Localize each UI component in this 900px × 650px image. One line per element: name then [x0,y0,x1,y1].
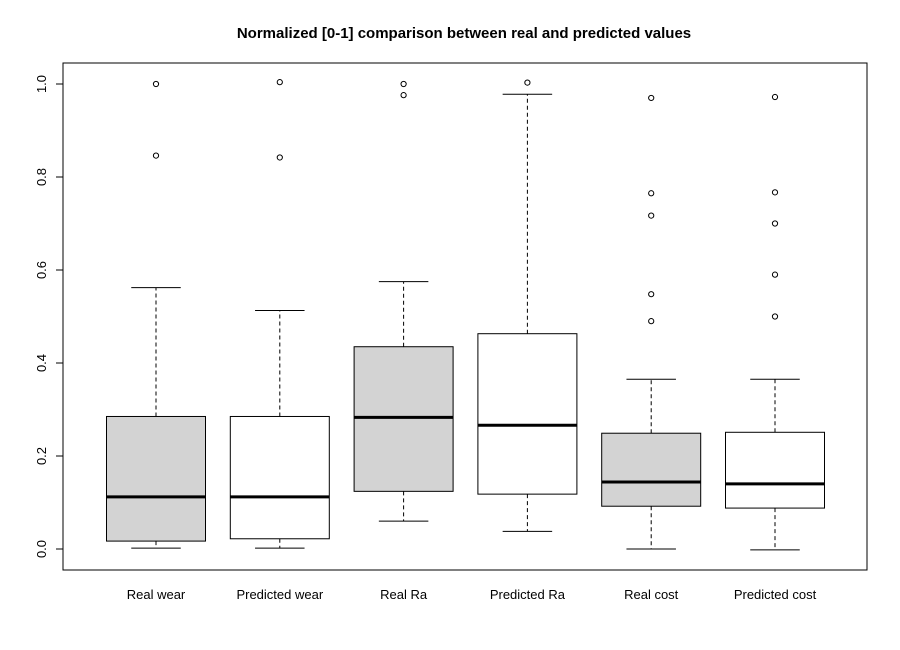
iqr-box [477,333,578,495]
x-category-label: Real cost [624,587,679,602]
outlier-point [400,80,407,88]
x-category-label: Predicted wear [236,587,323,602]
outlier-point [400,92,407,99]
y-axis: 0.0 0.2 0.4 0.6 0.8 1.0 [34,75,64,558]
outlier-point [648,212,655,219]
x-axis-labels: Real wear Predicted wear Real Ra Predicted … [127,587,817,602]
outlier-point [276,154,283,161]
outlier-point [648,318,655,325]
outlier-point [771,271,779,278]
y-tick-label: 0.2 [34,447,49,465]
x-category-label: Predicted Ra [490,587,566,602]
x-category-label: Real Ra [380,587,428,602]
iqr-box [229,415,330,540]
outlier-point [152,80,160,88]
outlier-point [524,79,531,86]
y-tick-label: 0.4 [34,354,49,372]
box-group [106,80,206,549]
outlier-point [648,190,655,197]
box-group [229,79,330,549]
iqr-box [106,415,206,542]
outlier-point [152,152,160,159]
x-category-label: Real wear [127,587,186,602]
iqr-box [725,431,825,509]
x-category-label: Predicted cost [734,587,817,602]
outlier-point [771,189,779,196]
chart-title: Normalized [0-1] comparison between real… [237,25,691,42]
outlier-point [648,94,655,102]
box-group [725,93,825,551]
box-group [477,79,578,532]
outlier-point [771,93,779,101]
boxes-layer [106,79,825,551]
outlier-point [276,79,283,86]
y-tick-label: 0.0 [34,540,49,558]
y-tick-label: 0.6 [34,261,49,279]
iqr-box [353,346,454,492]
box-group [601,94,702,550]
box-group [353,80,454,522]
iqr-box [601,432,702,507]
y-tick-label: 1.0 [34,75,49,93]
outlier-point [771,220,779,227]
y-tick-label: 0.8 [34,168,49,186]
outlier-point [771,313,779,320]
outlier-point [648,291,655,298]
